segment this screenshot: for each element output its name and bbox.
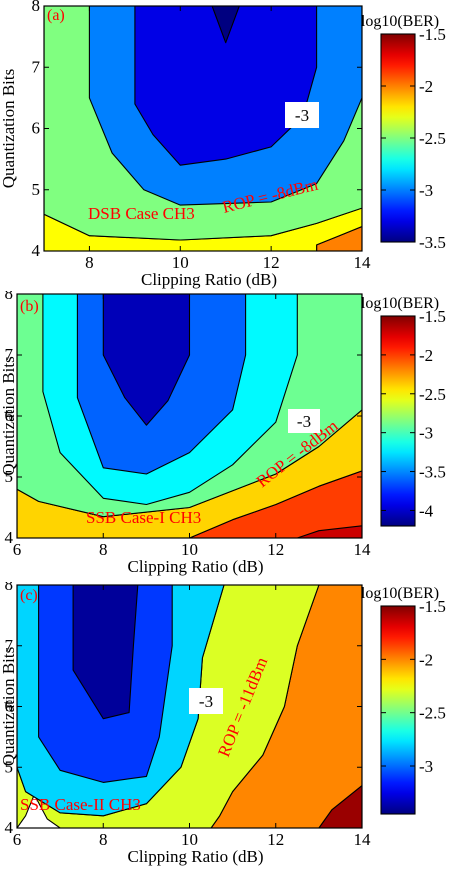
contour-region-1	[296, 525, 362, 538]
colorbar-tick-label: -1.5	[419, 25, 446, 44]
x-tick-label: 12	[263, 253, 280, 272]
colorbar-tick-label: -2.5	[419, 704, 446, 723]
colorbar-title: log10(BER)	[361, 13, 439, 30]
contour-regions	[17, 294, 362, 538]
case-label: SSB Case-I CH3	[86, 508, 201, 527]
colorbar	[380, 33, 416, 243]
contour-label: -3	[295, 106, 309, 125]
contour-chart-c: 6 8 10 12 14 4 5 6 7 8 Clipping Ratio (dB) Quantiza…	[0, 575, 446, 866]
y-tick-label: 5	[32, 180, 41, 199]
x-tick-label: 14	[354, 830, 372, 849]
colorbar-tick-label: -2.5	[419, 385, 446, 404]
panel-label: (c)	[20, 587, 38, 604]
y-axis-label: Quantization Bits	[0, 647, 18, 766]
x-tick-label: 8	[99, 830, 108, 849]
y-axis-label: Quantization Bits	[0, 356, 18, 475]
colorbar-tick-label: -3	[419, 181, 433, 200]
contour-region-5	[211, 6, 240, 44]
y-axis-label: Quantization Bits	[0, 69, 18, 188]
x-axis-label: Clipping Ratio (dB)	[141, 270, 277, 289]
x-tick-label: 10	[172, 253, 189, 272]
chart-panel-c: 6 8 10 12 14 4 5 6 7 8 Clipping Ratio (dB) Quantiza…	[0, 575, 468, 873]
contour-regions	[17, 585, 362, 828]
chart-panel-b: 6 8 10 12 14 4 5 6 7 8 Clipping Ratio (dB) Quantiza…	[0, 284, 468, 582]
colorbar-tick-label: -1.5	[419, 307, 446, 326]
colorbar-tick-label: -3	[419, 757, 433, 776]
panel-label: (b)	[20, 298, 39, 315]
x-tick-label: 12	[267, 830, 284, 849]
y-tick-label: 5	[5, 467, 14, 486]
contour-label-box	[288, 409, 320, 433]
colorbar-tick-label: -2	[419, 77, 433, 96]
colorbar-tick-label: -3.5	[419, 233, 446, 252]
contour-region-4	[134, 6, 318, 166]
case-label: SSB Case-II CH3	[20, 795, 141, 814]
y-tick-label: 4	[5, 818, 14, 837]
x-tick-label: 10	[181, 540, 198, 559]
x-tick-label: 8	[85, 253, 94, 272]
y-tick-label: 4	[32, 241, 41, 260]
case-label: DSB Case CH3	[88, 204, 195, 223]
chart-panel-a: 8 10 12 14 4 5 6 7 8 Clipping Ratio (dB) Quantizat…	[0, 0, 468, 291]
colorbar	[380, 315, 416, 527]
contour-label: -3	[297, 412, 311, 431]
x-axis-label: Clipping Ratio (dB)	[128, 847, 264, 866]
x-tick-label: 8	[99, 540, 108, 559]
y-tick-label: 5	[5, 757, 14, 776]
contour-regions	[44, 6, 362, 251]
contour-label: -3	[199, 692, 213, 711]
y-tick-label: 6	[32, 119, 41, 138]
x-tick-label: 14	[354, 253, 372, 272]
colorbar-tick-label: -2	[419, 650, 433, 669]
y-tick-label: 7	[5, 636, 14, 655]
contour-label-box	[285, 102, 319, 128]
colorbar-title: log10(BER)	[361, 585, 439, 602]
colorbar-title: log10(BER)	[361, 295, 439, 312]
y-tick-label: 7	[32, 57, 41, 76]
colorbar-tick-label: -3.5	[419, 463, 446, 482]
x-tick-label: 6	[13, 830, 22, 849]
y-tick-label: 6	[5, 697, 14, 716]
x-tick-label: 14	[354, 540, 372, 559]
colorbar-tick-label: -2.5	[419, 129, 446, 148]
contour-chart-b: 6 8 10 12 14 4 5 6 7 8 Clipping Ratio (dB) Quantiza…	[0, 284, 446, 576]
panel-label: (a)	[47, 7, 65, 24]
colorbar-tick-label: -2	[419, 346, 433, 365]
colorbar-tick-label: -1.5	[419, 597, 446, 616]
y-tick-label: 8	[5, 582, 14, 594]
x-tick-label: 10	[181, 830, 198, 849]
contour-chart-a: 8 10 12 14 4 5 6 7 8 Clipping Ratio (dB) Quantizat…	[0, 0, 446, 289]
x-tick-label: 6	[13, 540, 22, 559]
contour-region-5	[72, 585, 139, 720]
colorbar	[380, 605, 416, 815]
contour-region-6	[102, 294, 191, 426]
colorbar-tick-label: -3	[419, 424, 433, 443]
contour-label-box	[189, 688, 223, 714]
x-axis-label: Clipping Ratio (dB)	[128, 557, 264, 576]
x-tick-label: 12	[267, 540, 284, 559]
y-tick-label: 8	[5, 291, 14, 303]
y-tick-label: 8	[32, 0, 41, 15]
y-tick-label: 4	[5, 528, 14, 547]
y-tick-label: 7	[5, 345, 14, 364]
colorbar-tick-label: -4	[419, 501, 434, 520]
y-tick-label: 6	[5, 406, 14, 425]
